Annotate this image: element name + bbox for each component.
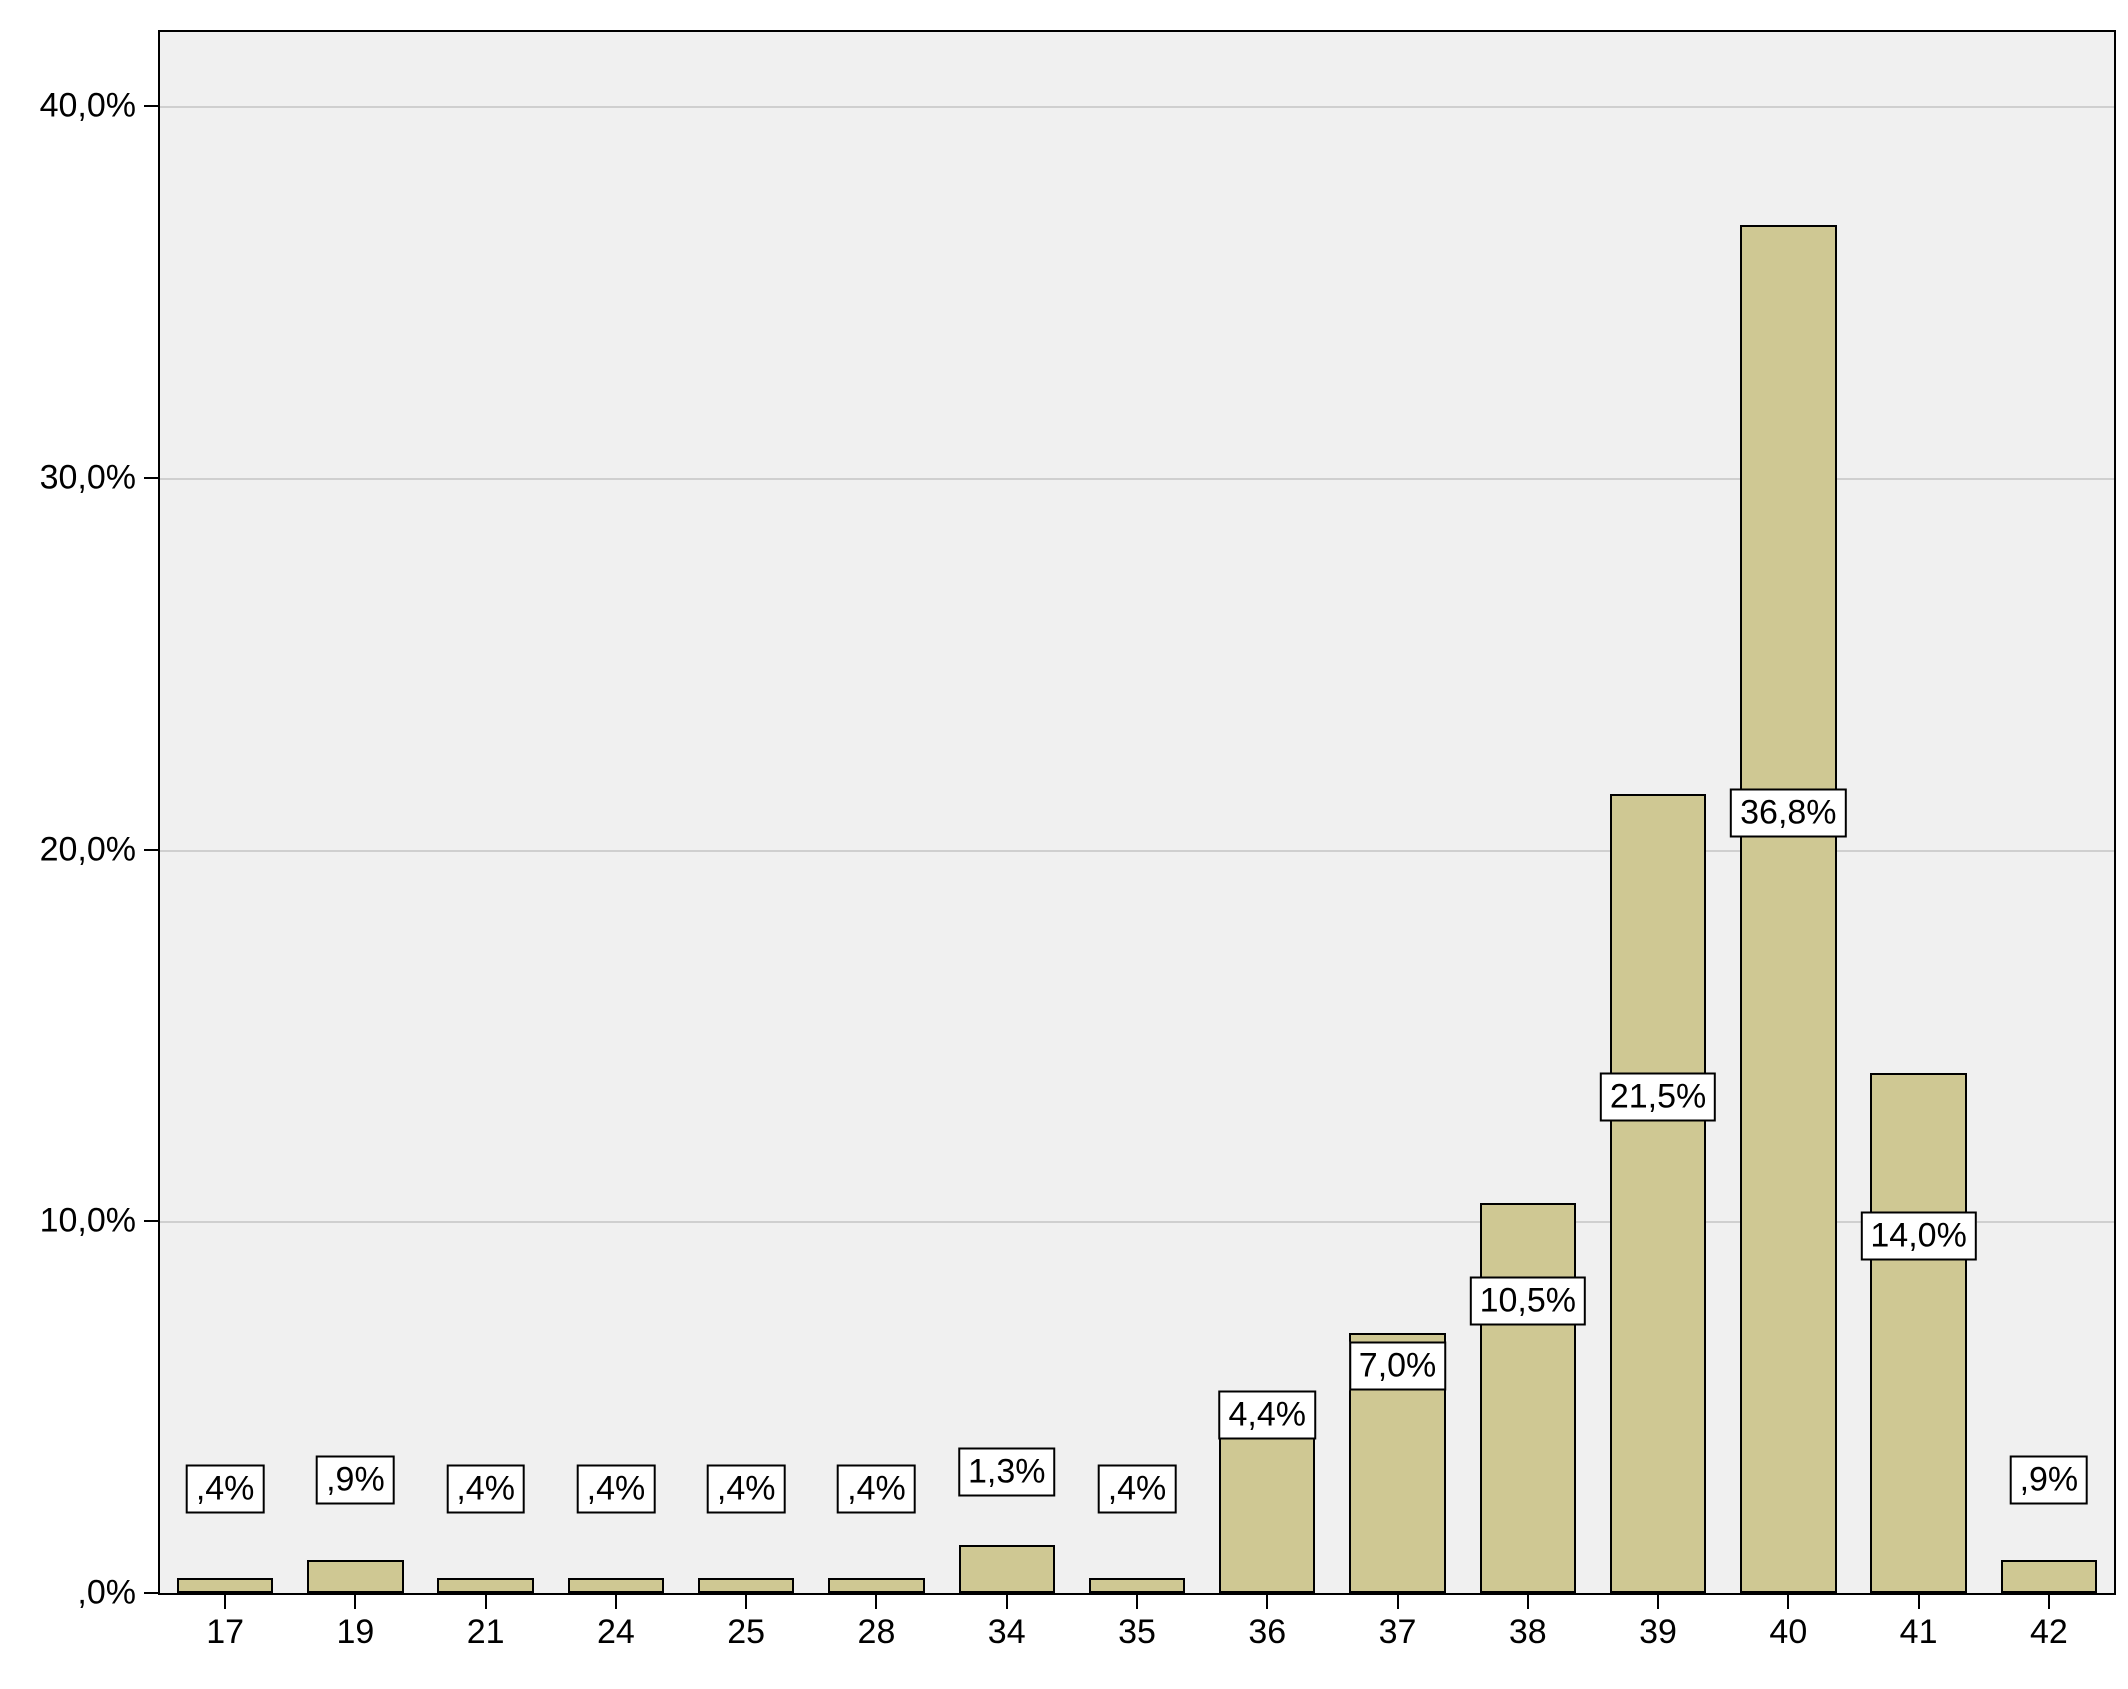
bar-chart: ,0% 10,0% 20,0% 30,0% 40,0% 17 ,4% 19 ,9% 21 ,4% 24…	[0, 0, 2128, 1689]
x-tick-label: 28	[858, 1613, 896, 1652]
x-tick-label: 17	[206, 1613, 244, 1652]
bar-value-label: 4,4%	[1219, 1390, 1317, 1439]
bar-value-label: 1,3%	[958, 1448, 1056, 1497]
bar-value-label: 7,0%	[1349, 1342, 1447, 1391]
x-tick-label: 24	[597, 1613, 635, 1652]
x-tick-label: 40	[1769, 1613, 1807, 1652]
x-tick-label: 41	[1900, 1613, 1938, 1652]
y-tick-label: 30,0%	[0, 459, 136, 498]
x-tick-mark	[1527, 1595, 1529, 1609]
y-tick-mark	[144, 1220, 158, 1222]
x-tick-mark	[1006, 1595, 1008, 1609]
y-tick-label: ,0%	[0, 1574, 136, 1613]
bar-value-label: ,4%	[707, 1464, 786, 1513]
x-tick-mark	[224, 1595, 226, 1609]
x-tick-label: 42	[2030, 1613, 2068, 1652]
bar	[1870, 1073, 1966, 1593]
x-tick-label: 36	[1248, 1613, 1286, 1652]
x-tick-mark	[1397, 1595, 1399, 1609]
bar	[698, 1578, 794, 1593]
bar	[568, 1578, 664, 1593]
x-tick-label: 21	[467, 1613, 505, 1652]
bar	[2001, 1560, 2097, 1593]
y-tick-mark	[144, 477, 158, 479]
bar	[437, 1578, 533, 1593]
x-tick-label: 34	[988, 1613, 1026, 1652]
bar	[307, 1560, 403, 1593]
grid-line	[160, 106, 2114, 108]
bar-value-label: ,4%	[186, 1464, 265, 1513]
bar-value-label: ,4%	[837, 1464, 916, 1513]
bar-value-label: ,9%	[2010, 1455, 2089, 1504]
x-tick-label: 39	[1639, 1613, 1677, 1652]
x-tick-mark	[1136, 1595, 1138, 1609]
x-tick-label: 25	[727, 1613, 765, 1652]
bar-value-label: ,4%	[446, 1464, 525, 1513]
y-tick-label: 10,0%	[0, 1202, 136, 1241]
bar	[828, 1578, 924, 1593]
x-tick-label: 19	[336, 1613, 374, 1652]
y-tick-mark	[144, 105, 158, 107]
bar-value-label: ,4%	[577, 1464, 656, 1513]
bar-value-label: ,9%	[316, 1455, 395, 1504]
x-tick-mark	[615, 1595, 617, 1609]
x-tick-mark	[2048, 1595, 2050, 1609]
x-tick-mark	[485, 1595, 487, 1609]
bar-value-label: 10,5%	[1470, 1277, 1586, 1326]
bar	[1089, 1578, 1185, 1593]
bar	[1219, 1429, 1315, 1593]
bar	[1740, 225, 1836, 1593]
bar-value-label: 36,8%	[1730, 788, 1846, 837]
y-tick-mark	[144, 1592, 158, 1594]
x-tick-mark	[875, 1595, 877, 1609]
bar	[177, 1578, 273, 1593]
x-tick-mark	[1657, 1595, 1659, 1609]
bar	[1610, 794, 1706, 1593]
y-tick-label: 20,0%	[0, 830, 136, 869]
y-tick-label: 40,0%	[0, 87, 136, 126]
x-tick-label: 35	[1118, 1613, 1156, 1652]
bar	[959, 1545, 1055, 1593]
x-tick-label: 37	[1379, 1613, 1417, 1652]
x-tick-mark	[745, 1595, 747, 1609]
x-tick-label: 38	[1509, 1613, 1547, 1652]
x-tick-mark	[354, 1595, 356, 1609]
bar-value-label: 14,0%	[1860, 1212, 1976, 1261]
bar-value-label: ,4%	[1098, 1464, 1177, 1513]
x-tick-mark	[1918, 1595, 1920, 1609]
bar-value-label: 21,5%	[1600, 1072, 1716, 1121]
bar	[1480, 1203, 1576, 1593]
x-tick-mark	[1787, 1595, 1789, 1609]
y-tick-mark	[144, 849, 158, 851]
x-tick-mark	[1266, 1595, 1268, 1609]
